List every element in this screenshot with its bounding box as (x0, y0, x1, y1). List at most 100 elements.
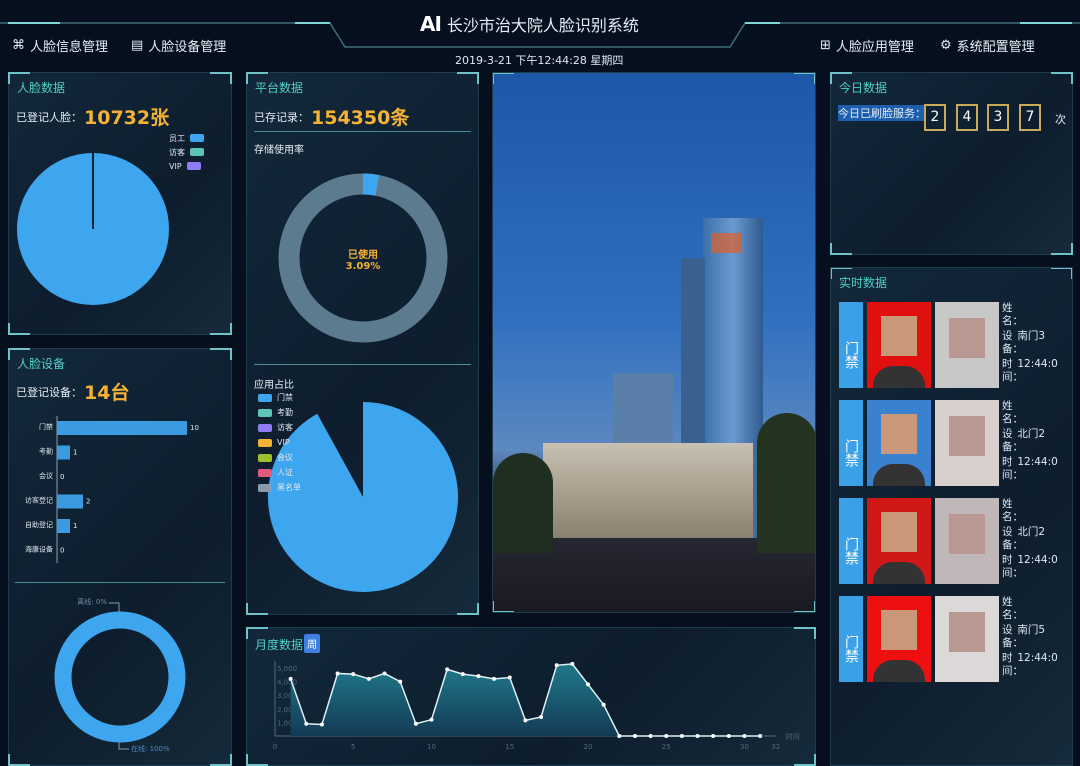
realtime-row[interactable]: 门禁 姓名： 设备： 北门2 时间： 12:44:0 (839, 400, 1069, 486)
y-tick: 2,000 (277, 706, 297, 714)
panel-title: 平台数据 (255, 81, 304, 95)
device-bar-chart: 门禁 10 考勤 1 会议 0 访客登记 2 自助登记 1 海康设备 0 (25, 416, 199, 563)
x-tick: 32 (771, 743, 780, 751)
logo: AI (420, 12, 442, 36)
captured-photo (935, 400, 999, 486)
header-frame (0, 22, 1080, 48)
data-point (648, 734, 653, 738)
registered-value: 10732张 (84, 107, 170, 129)
row-tag: 门禁 (839, 596, 863, 682)
records-label: 已存记录： (254, 110, 309, 124)
legend-visitor[interactable]: 访客 (169, 145, 204, 159)
nav-device[interactable]: ▤ 人脸设备管理 (131, 38, 227, 55)
legend-item[interactable]: 门禁 (258, 390, 301, 405)
data-point (507, 675, 512, 680)
registered-photo (867, 498, 931, 584)
registered-label: 已登记人脸： (16, 110, 82, 124)
data-point (382, 671, 387, 676)
legend-item[interactable]: 黑名单 (258, 480, 301, 495)
data-point (288, 676, 293, 681)
legend-staff[interactable]: 员工 (169, 131, 204, 145)
data-point (429, 717, 434, 722)
data-point (554, 663, 559, 668)
data-point (539, 714, 544, 719)
legend-item[interactable]: 访客 (258, 420, 301, 435)
app-title: 应用占比 (254, 380, 294, 391)
digit: 2 (924, 104, 946, 131)
digit: 4 (956, 104, 978, 131)
week-toggle-button[interactable]: 周 (304, 634, 320, 653)
panel-title: 月度数据 (255, 638, 304, 652)
data-point (586, 682, 590, 687)
x-tick: 15 (505, 743, 514, 751)
records-value: 154350条 (311, 107, 410, 129)
data-point (335, 671, 340, 676)
row-info: 姓名： 设备： 北门2 时间： 12:44:0 (1002, 400, 1058, 481)
data-point (726, 734, 731, 738)
y-tick: 4,000 (277, 679, 297, 687)
row-info: 姓名： 设备： 北门2 时间： 12:44:0 (1002, 498, 1058, 579)
row-tag: 门禁 (839, 302, 863, 388)
monthly-area-chart: 1,000 2,000 3,000 4,000 5,000 0 5 10 15 20 25 30 32 时… (273, 661, 800, 751)
today-label: 今日已刷脸服务： (838, 105, 926, 121)
row-tag: 门禁 (839, 400, 863, 486)
row-info: 姓名： 设备： 南门5 时间： 12:44:0 (1002, 596, 1058, 677)
captured-photo (935, 498, 999, 584)
device-panel: 人脸设备 已登记设备： 14台 门禁 10 考勤 1 会议 0 访客登记 2 自助登记 1 海康设备 0… (8, 348, 232, 766)
online-donut: 离线: 0% 在线: 100% (54, 597, 186, 753)
data-point (679, 734, 684, 738)
bar-value: 2 (86, 498, 90, 506)
donut-used (362, 173, 380, 196)
app-legend: 门禁 考勤 访客 VIP 会议 人证 黑名单 (258, 390, 301, 495)
data-point (695, 734, 700, 738)
face-scan-icon: ⌘ (12, 38, 25, 53)
bar-value: 1 (73, 449, 77, 457)
gear-icon: ⚙ (940, 38, 952, 53)
building-photo (492, 72, 816, 613)
face-data-panel: 人脸数据 已登记人脸： 10732张 员工 访客 VIP (8, 72, 232, 335)
data-point (523, 718, 528, 723)
data-point (601, 702, 606, 707)
datetime: 2019-3-21 下午12:44:28 星期四 (455, 54, 624, 67)
data-point (366, 676, 371, 681)
bar-value: 1 (73, 522, 77, 530)
storage-title: 存储使用率 (254, 145, 304, 156)
legend-item[interactable]: 考勤 (258, 405, 301, 420)
device-icon: ▤ (131, 38, 144, 53)
nav-settings[interactable]: ⚙ 系统配置管理 (940, 38, 1035, 55)
data-point (758, 734, 763, 738)
legend-item[interactable]: 人证 (258, 465, 301, 480)
realtime-row[interactable]: 门禁 姓名： 设备： 南门5 时间： 12:44:0 (839, 596, 1069, 682)
bar-value: 10 (190, 424, 199, 432)
y-tick: 1,000 (277, 719, 297, 727)
area-fill (290, 663, 761, 736)
bar-label: 考勤 (39, 447, 53, 456)
realtime-row[interactable]: 门禁 姓名： 设备： 北门2 时间： 12:44:0 (839, 498, 1069, 584)
x-tick: 30 (740, 743, 749, 751)
bar (57, 421, 187, 435)
data-point (711, 734, 716, 738)
digit: 3 (987, 104, 1009, 131)
nav-apps[interactable]: ⊞ 人脸应用管理 (820, 38, 914, 55)
legend-vip[interactable]: VIP (169, 159, 204, 173)
y-tick: 3,000 (277, 692, 297, 700)
data-point (570, 661, 575, 666)
x-tick: 25 (662, 743, 671, 751)
bar (57, 519, 70, 533)
captured-photo (935, 596, 999, 682)
monthly-panel: 月度数据 周 1,000 2,000 3,000 4,000 5,000 0 5 10 15 20… (246, 627, 816, 766)
device-value: 14台 (84, 382, 130, 404)
panel-title: 今日数据 (839, 81, 888, 95)
registered-photo (867, 596, 931, 682)
bar (57, 445, 70, 460)
apps-icon: ⊞ (820, 38, 831, 53)
data-point (492, 676, 497, 681)
data-point (664, 734, 669, 738)
today-panel: 今日数据 今日已刷脸服务： 2 4 3 7 次 (830, 72, 1073, 255)
realtime-row[interactable]: 门禁 姓名： 设备： 南门3 时间： 12:44:0 (839, 302, 1069, 388)
data-point (460, 672, 465, 677)
legend-item[interactable]: 会议 (258, 450, 301, 465)
nav-face-info[interactable]: ⌘ 人脸信息管理 (12, 38, 109, 55)
legend-item[interactable]: VIP (258, 435, 301, 450)
device-label: 已登记设备： (16, 385, 82, 399)
